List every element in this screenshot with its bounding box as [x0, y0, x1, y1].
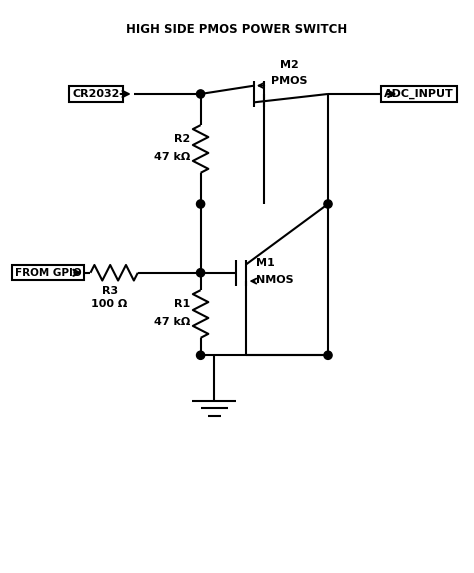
Circle shape [324, 351, 332, 359]
Text: 47 kΩ: 47 kΩ [155, 152, 191, 162]
Text: 100 Ω: 100 Ω [91, 299, 128, 309]
Text: R3: R3 [101, 285, 118, 296]
Text: M2: M2 [280, 60, 299, 70]
Circle shape [197, 351, 205, 359]
Circle shape [197, 200, 205, 208]
Text: ADC_INPUT: ADC_INPUT [384, 89, 454, 99]
Circle shape [197, 90, 205, 98]
Text: FROM GPIO: FROM GPIO [15, 268, 82, 278]
Text: M1: M1 [256, 258, 275, 268]
Text: HIGH SIDE PMOS POWER SWITCH: HIGH SIDE PMOS POWER SWITCH [127, 23, 347, 36]
Text: PMOS: PMOS [271, 76, 308, 86]
Circle shape [197, 269, 205, 277]
Circle shape [324, 200, 332, 208]
Text: R1: R1 [174, 299, 191, 309]
Text: NMOS: NMOS [256, 274, 294, 285]
Text: R2: R2 [174, 134, 191, 144]
Text: 47 kΩ: 47 kΩ [155, 317, 191, 327]
Text: CR2032: CR2032 [72, 89, 119, 99]
